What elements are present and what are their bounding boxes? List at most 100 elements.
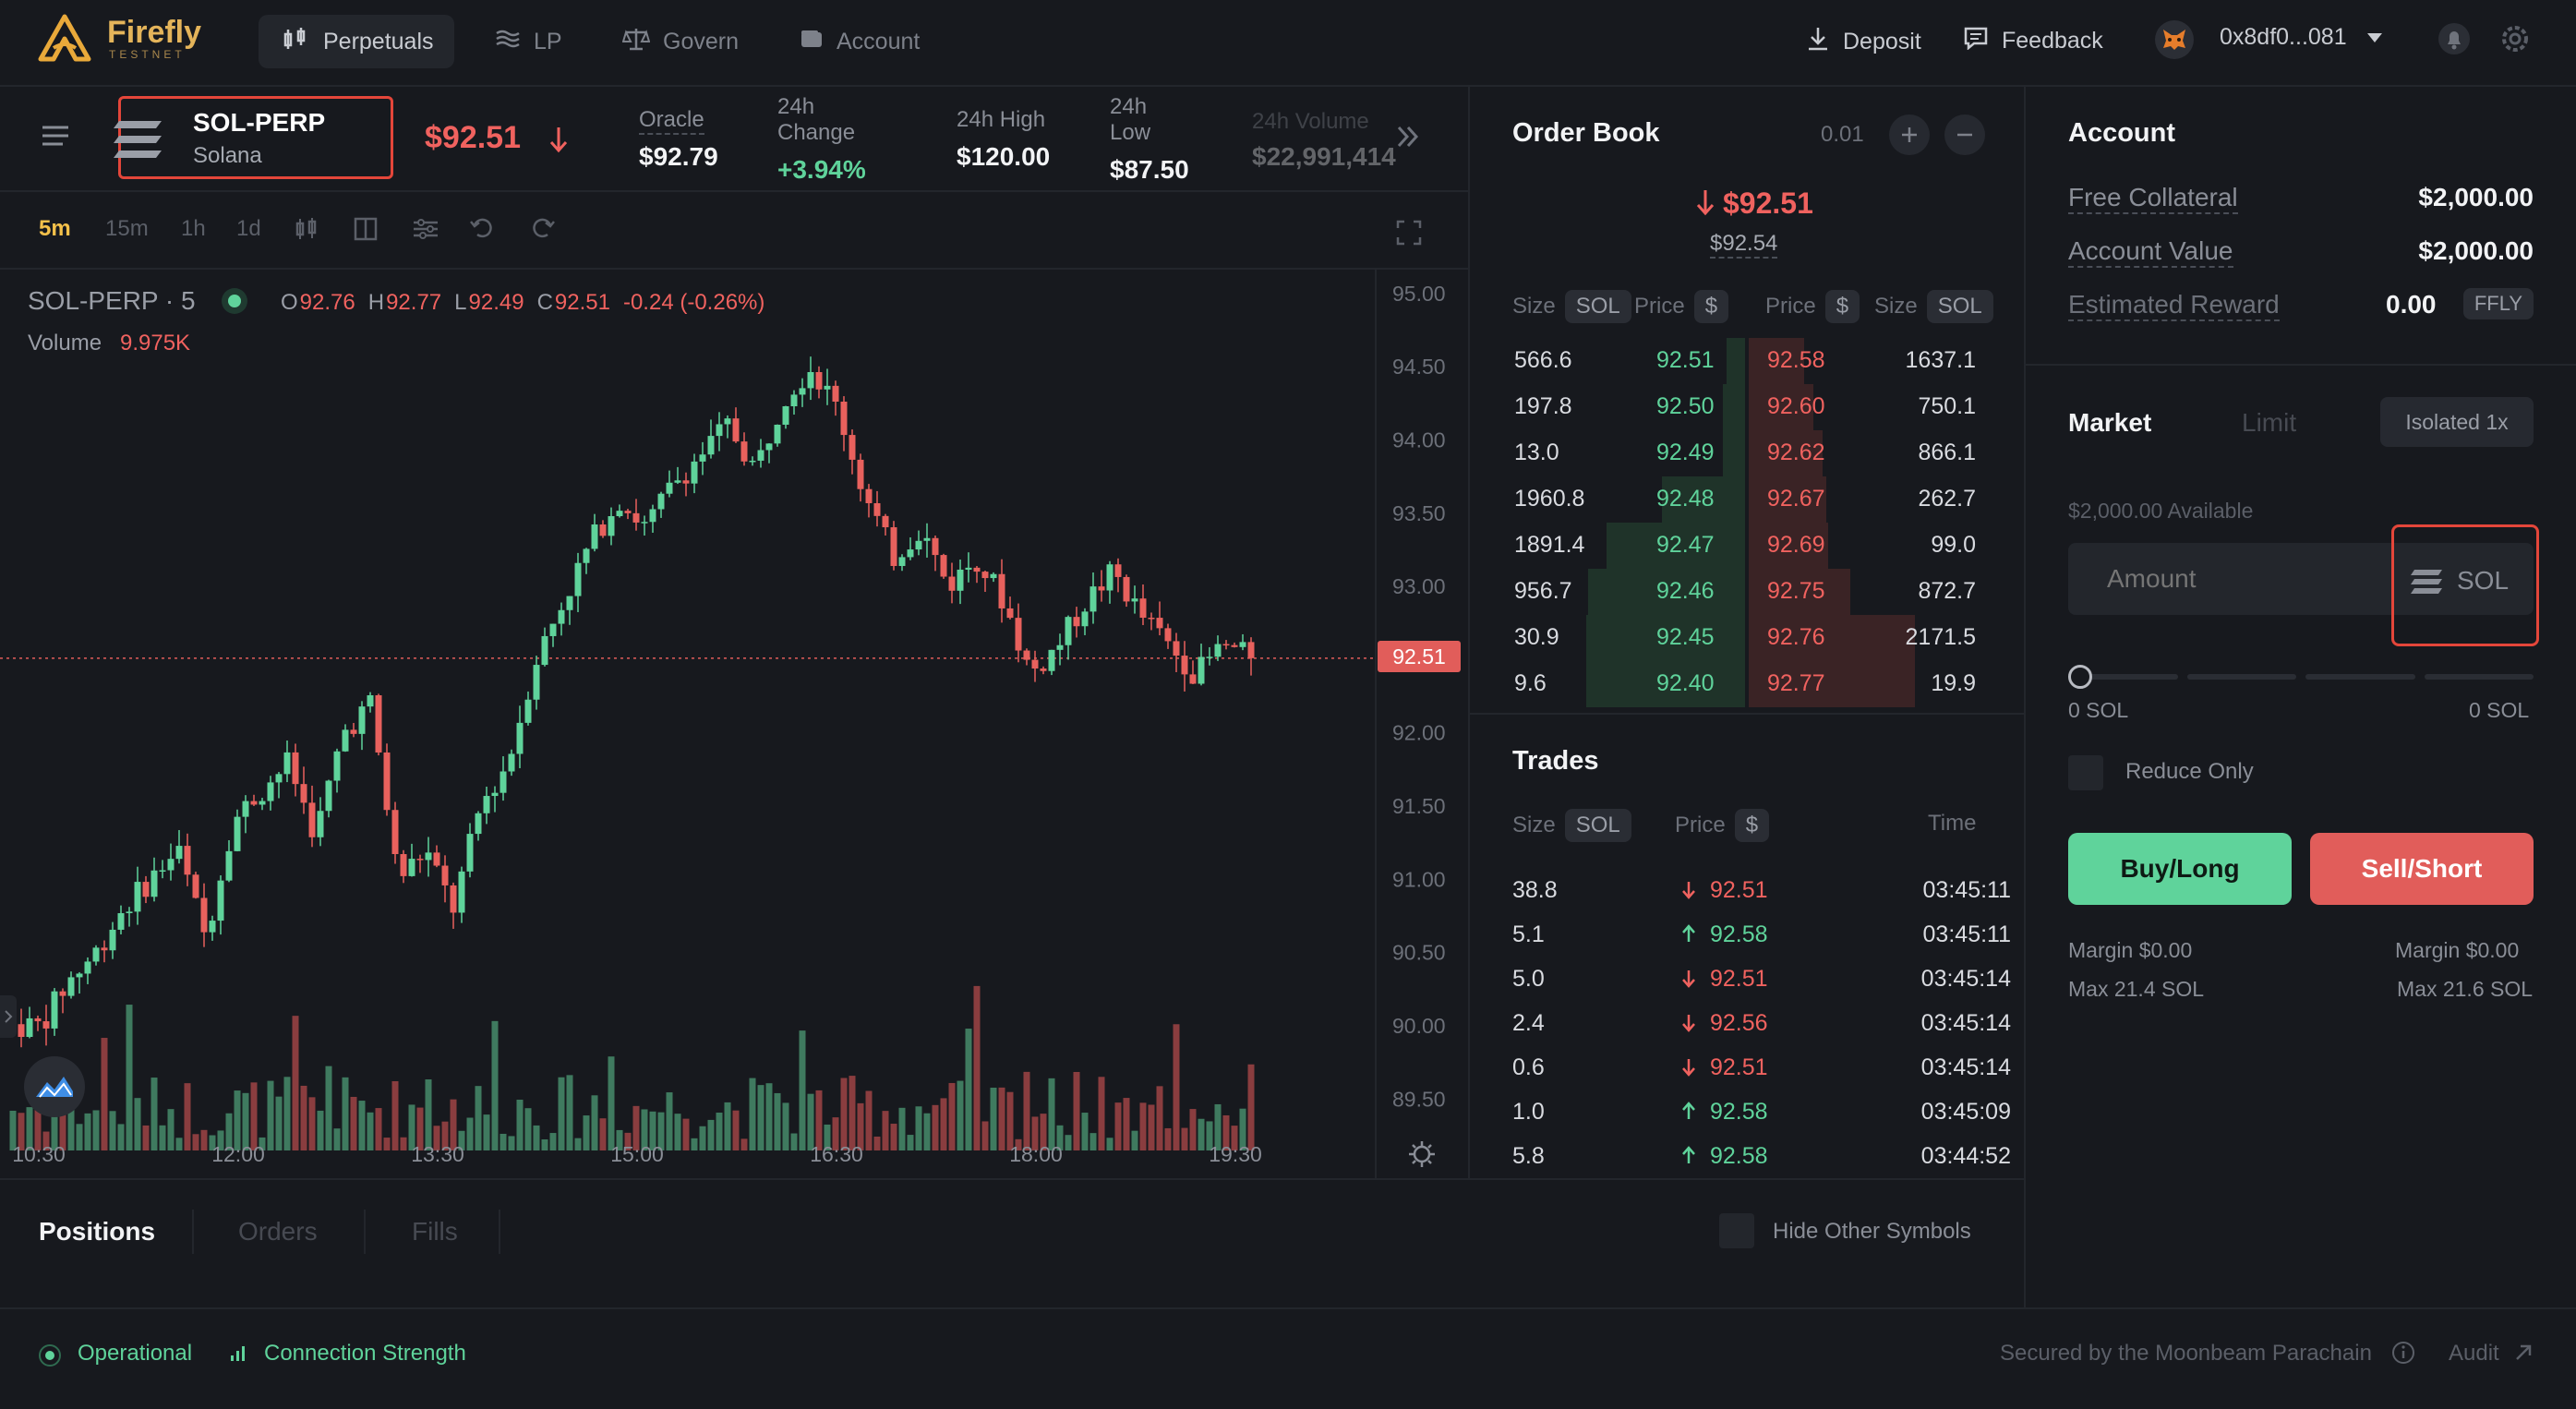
price-unit-chip: $ bbox=[1824, 290, 1860, 323]
tab-fills[interactable]: Fills bbox=[412, 1217, 458, 1246]
tab-perpetuals[interactable]: Perpetuals bbox=[259, 15, 454, 68]
indicators-icon[interactable] bbox=[412, 216, 439, 247]
hide-other-symbols-checkbox[interactable] bbox=[1719, 1213, 1754, 1248]
tab-orders[interactable]: Orders bbox=[238, 1217, 318, 1246]
timeframe-5m[interactable]: 5m bbox=[39, 216, 71, 241]
orderbook-row[interactable]: 9.6 92.40 92.77 19.9 bbox=[0, 661, 2022, 707]
trade-price: 92.58 bbox=[1710, 921, 1768, 947]
divider bbox=[499, 1210, 500, 1254]
candle-body bbox=[1056, 644, 1064, 650]
volume-bar bbox=[1089, 1133, 1097, 1150]
market-selector[interactable]: SOL-PERP Solana bbox=[114, 96, 393, 179]
chevron-down-icon[interactable] bbox=[2365, 31, 2384, 49]
orderbook-row[interactable]: 30.9 92.45 92.76 2171.5 bbox=[0, 615, 2022, 661]
tab-account[interactable]: Account bbox=[776, 15, 951, 68]
volume-bar bbox=[1148, 1104, 1155, 1150]
x-axis-tick-label: 15:00 bbox=[610, 1142, 664, 1166]
buy-long-button[interactable]: Buy/Long bbox=[2068, 833, 2292, 905]
expand-panel-handle[interactable] bbox=[0, 995, 17, 1038]
volume-bar bbox=[92, 1110, 100, 1150]
slider-handle[interactable] bbox=[2068, 665, 2092, 689]
candle-body bbox=[1247, 642, 1255, 658]
tick-decrease-button[interactable] bbox=[1944, 114, 1985, 155]
account-value-label: Account Value bbox=[2068, 236, 2233, 268]
candle-body bbox=[691, 461, 698, 484]
tab-govern[interactable]: Govern bbox=[598, 15, 755, 68]
candle-body bbox=[790, 394, 798, 406]
candle-body bbox=[973, 567, 981, 572]
unit-selector[interactable]: SOL bbox=[2391, 524, 2539, 646]
price-chart[interactable]: 95.0094.5094.0093.5093.0092.5092.0091.50… bbox=[0, 270, 1468, 1178]
volume-bar bbox=[117, 1124, 125, 1150]
reduce-only-checkbox[interactable] bbox=[2068, 755, 2103, 790]
candle-body bbox=[549, 623, 557, 636]
tick-increase-button[interactable] bbox=[1889, 114, 1930, 155]
candle-body bbox=[391, 810, 399, 855]
tab-limit[interactable]: Limit bbox=[2242, 408, 2297, 437]
deposit-label: Deposit bbox=[1843, 29, 1921, 54]
orderbook-row[interactable]: 566.6 92.51 92.58 1637.1 bbox=[0, 338, 2022, 384]
secured-by-text: Secured by the Moonbeam Parachain bbox=[2000, 1341, 2372, 1366]
fullscreen-icon[interactable] bbox=[1396, 220, 1422, 250]
volume-bar bbox=[799, 1030, 806, 1150]
volume-bar bbox=[873, 1136, 881, 1150]
timeframe-15m[interactable]: 15m bbox=[105, 216, 149, 241]
signal-strength-icon bbox=[229, 1344, 247, 1367]
volume-bar bbox=[957, 1080, 964, 1150]
connection-strength[interactable]: Connection Strength bbox=[264, 1341, 466, 1366]
bid-depth-bar bbox=[1588, 569, 1745, 615]
audit-link[interactable]: Audit bbox=[2449, 1341, 2499, 1366]
compare-icon[interactable] bbox=[353, 216, 379, 247]
tab-positions[interactable]: Positions bbox=[39, 1217, 156, 1246]
tradingview-logo-icon[interactable] bbox=[24, 1056, 85, 1117]
sell-margin: Margin $0.00 bbox=[2395, 938, 2520, 962]
candle-body bbox=[1131, 598, 1138, 602]
volume-bar bbox=[832, 1117, 839, 1150]
status-operational[interactable]: Operational bbox=[78, 1341, 193, 1366]
y-axis-tick-label: 93.50 bbox=[1392, 501, 1446, 525]
scales-icon bbox=[621, 27, 651, 57]
hamburger-menu-icon[interactable] bbox=[41, 124, 70, 152]
sell-short-button[interactable]: Sell/Short bbox=[2310, 833, 2534, 905]
volume-bar bbox=[907, 1135, 914, 1150]
orderbook-row[interactable]: 13.0 92.49 92.62 866.1 bbox=[0, 430, 2022, 476]
feedback-button[interactable]: Feedback bbox=[1963, 26, 2103, 56]
orderbook-row[interactable]: 197.8 92.50 92.60 750.1 bbox=[0, 384, 2022, 430]
timeframe-1h[interactable]: 1h bbox=[181, 216, 206, 241]
external-link-icon[interactable] bbox=[2513, 1343, 2534, 1367]
notification-bell-icon[interactable] bbox=[2438, 22, 2471, 60]
candle-body bbox=[466, 834, 474, 872]
metamask-fox-icon bbox=[2155, 20, 2194, 59]
tab-lp[interactable]: LP bbox=[471, 15, 582, 68]
undo-icon[interactable] bbox=[469, 214, 495, 245]
volume-bar bbox=[367, 1112, 374, 1150]
ask-price: 92.58 bbox=[1767, 347, 1825, 373]
ask-size-header: Size SOL bbox=[1874, 290, 1993, 323]
amount-input[interactable] bbox=[2068, 543, 2382, 615]
volume-bar bbox=[824, 1124, 831, 1150]
orderbook-row[interactable]: 1891.4 92.47 92.69 99.0 bbox=[0, 523, 2022, 569]
orderbook-row[interactable]: 1960.8 92.48 92.67 262.7 bbox=[0, 476, 2022, 523]
reward-unit-chip: FFLY bbox=[2462, 288, 2534, 319]
deposit-button[interactable]: Deposit bbox=[1806, 26, 1921, 58]
margin-mode-button[interactable]: Isolated 1x bbox=[2380, 397, 2534, 447]
double-chevron-right-icon[interactable] bbox=[1396, 124, 1420, 154]
close-value: 92.51 bbox=[554, 290, 610, 315]
orderbook-row[interactable]: 956.7 92.46 92.75 872.7 bbox=[0, 569, 2022, 615]
size-slider[interactable] bbox=[2068, 663, 2534, 691]
redo-icon[interactable] bbox=[530, 214, 556, 245]
change-value: -0.24 (-0.26%) bbox=[622, 290, 765, 315]
candle-body bbox=[1015, 618, 1022, 651]
volume-bar bbox=[790, 1133, 798, 1150]
chart-settings-icon[interactable] bbox=[1407, 1139, 1437, 1174]
candle-body bbox=[716, 424, 723, 437]
chart-canvas[interactable]: 95.0094.5094.0093.5093.0092.5092.0091.50… bbox=[0, 270, 1468, 1178]
settings-gear-icon[interactable] bbox=[2498, 22, 2532, 60]
timeframe-1d[interactable]: 1d bbox=[236, 216, 261, 241]
volume-bar bbox=[142, 1125, 150, 1150]
firefly-logo-icon[interactable] bbox=[37, 13, 102, 65]
wallet-address[interactable]: 0x8df0...081 bbox=[2220, 24, 2347, 50]
tab-market[interactable]: Market bbox=[2068, 408, 2152, 437]
info-icon[interactable] bbox=[2391, 1341, 2415, 1369]
candle-style-icon[interactable] bbox=[294, 216, 319, 247]
